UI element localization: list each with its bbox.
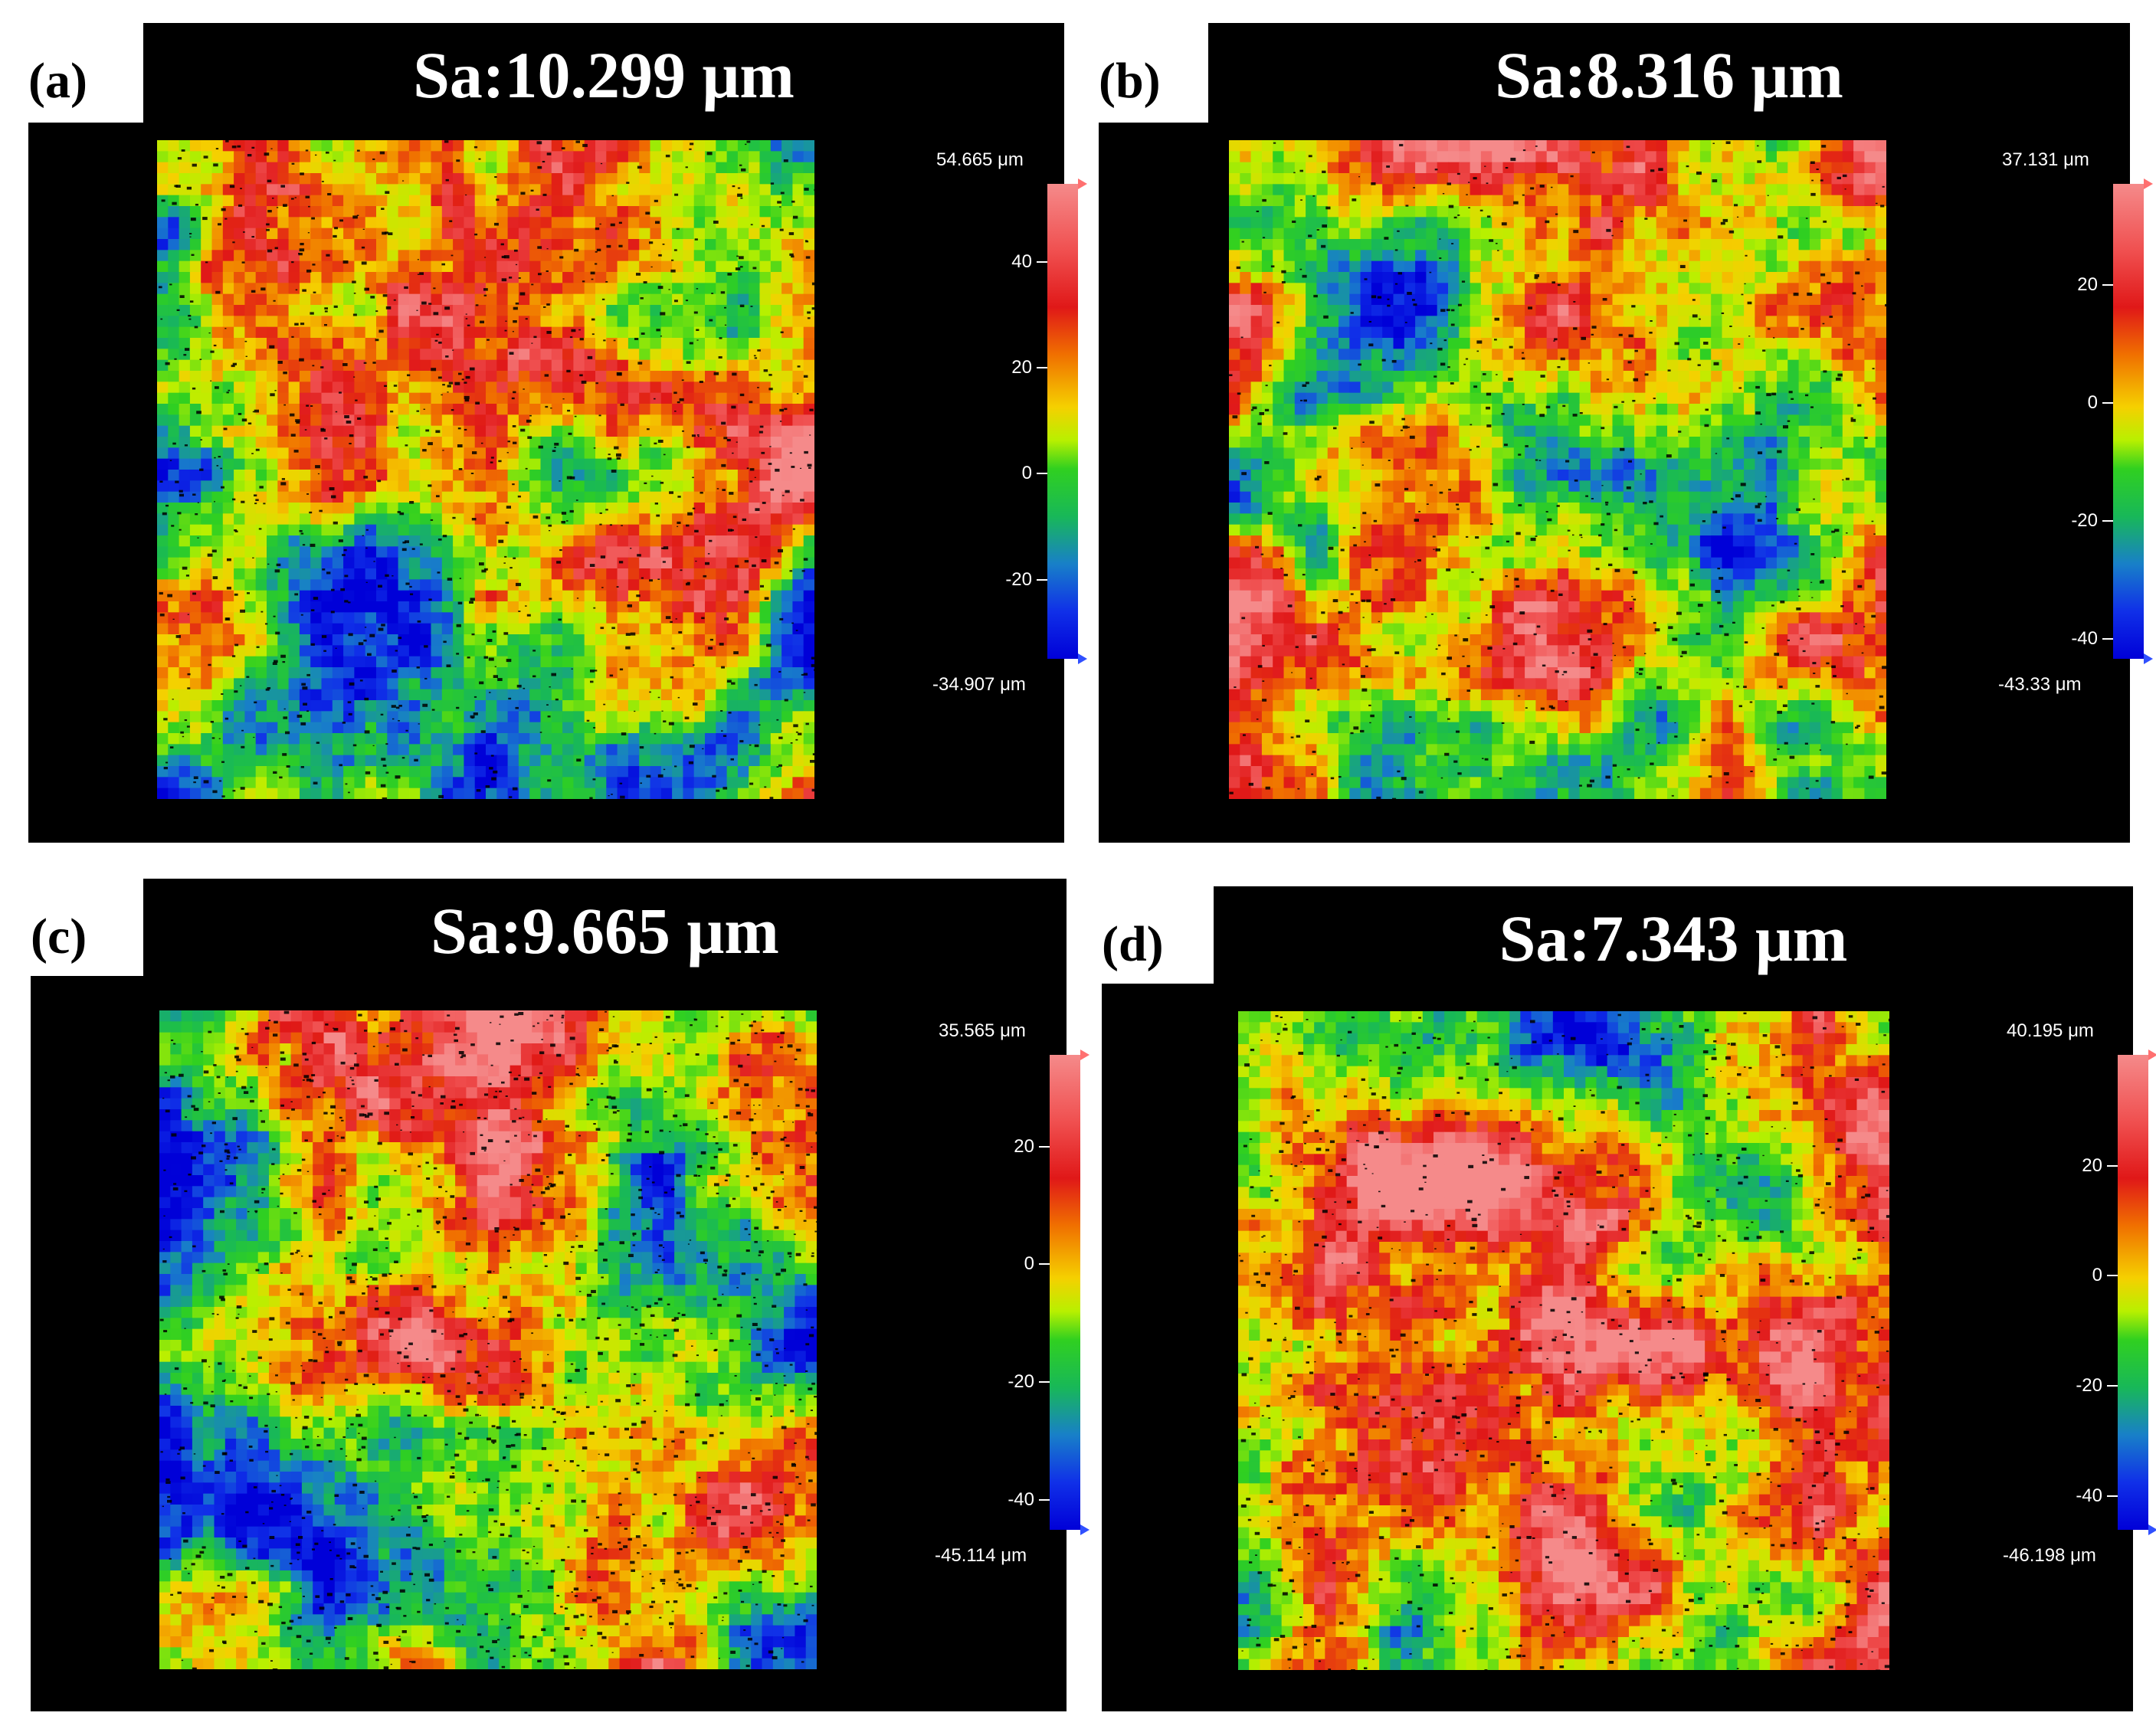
scale-min-label: -34.907 μm bbox=[932, 674, 1026, 695]
colorbar-bottom-arrow-icon bbox=[2144, 653, 2153, 664]
roughness-title: Sa:9.665 μm bbox=[431, 894, 779, 968]
colorbar-tick-label: -20 bbox=[2071, 510, 2098, 532]
colorbar-tick-label: -40 bbox=[2071, 628, 2098, 650]
colorbar-tick-label: 40 bbox=[1011, 251, 1032, 272]
scale-max-label: 37.131 μm bbox=[2002, 149, 2089, 170]
colorbar bbox=[2113, 184, 2144, 659]
colorbar-tick-label: -40 bbox=[1008, 1488, 1034, 1510]
colorbar-tick-label: 20 bbox=[2077, 274, 2098, 295]
colorbar-tick-mark bbox=[1039, 1381, 1050, 1383]
colorbar-tick-label: 20 bbox=[1011, 356, 1032, 378]
title-tab bbox=[1208, 23, 2130, 124]
colorbar-tick-label: 0 bbox=[2092, 1265, 2102, 1286]
panel-a: (a) Sa:10.299 μm 54.665 μm 40 20 0 -20 -34.… bbox=[28, 23, 1087, 843]
colorbar-tick-label: 0 bbox=[1024, 1253, 1034, 1275]
panel-letter: (b) bbox=[1099, 53, 1161, 109]
colorbar-tick-mark bbox=[1039, 1263, 1050, 1266]
title-tab bbox=[1214, 886, 2133, 985]
colorbar-tick-label: -40 bbox=[2076, 1485, 2102, 1506]
colorbar-tick-mark bbox=[1039, 1498, 1050, 1501]
colorbar-tick-mark bbox=[2102, 284, 2113, 286]
height-map-image bbox=[1229, 140, 1886, 799]
colorbar-top-arrow-icon bbox=[2148, 1050, 2156, 1060]
scale-max-label: 40.195 μm bbox=[2007, 1020, 2094, 1041]
scale-max-label: 35.565 μm bbox=[939, 1020, 1026, 1041]
panel-b: (b) Sa:8.316 μm 37.131 μm 20 0 -20 -40 -43.… bbox=[1099, 23, 2153, 843]
scale-min-label: -45.114 μm bbox=[935, 1545, 1027, 1566]
roughness-title: Sa:10.299 μm bbox=[413, 38, 795, 112]
colorbar-tick-mark bbox=[2107, 1495, 2118, 1497]
colorbar-tick-mark bbox=[1037, 578, 1047, 581]
colorbar-tick-mark bbox=[2102, 638, 2113, 640]
colorbar bbox=[2118, 1055, 2148, 1530]
colorbar-tick-label: -20 bbox=[2076, 1374, 2102, 1396]
roughness-title: Sa:8.316 μm bbox=[1495, 38, 1843, 112]
colorbar-tick-mark bbox=[1037, 366, 1047, 368]
height-map-image bbox=[1238, 1011, 1889, 1670]
panel-d: (d) Sa:7.343 μm 40.195 μm 20 0 -20 -40 -46.… bbox=[1102, 886, 2156, 1711]
colorbar-tick-mark bbox=[1037, 260, 1047, 263]
colorbar-tick-mark bbox=[1037, 473, 1047, 475]
height-map-image bbox=[159, 1010, 817, 1669]
scale-max-label: 54.665 μm bbox=[936, 149, 1024, 170]
colorbar-bottom-arrow-icon bbox=[1080, 1524, 1089, 1535]
colorbar-tick-label: 20 bbox=[2082, 1154, 2102, 1176]
colorbar-tick-label: -20 bbox=[1005, 568, 1032, 590]
colorbar-tick-mark bbox=[2107, 1384, 2118, 1387]
scale-min-label: -46.198 μm bbox=[2003, 1545, 2096, 1566]
title-tab bbox=[143, 879, 1067, 977]
panel-letter: (c) bbox=[31, 909, 87, 964]
colorbar-tick-label: 0 bbox=[1021, 463, 1032, 484]
colorbar-bottom-arrow-icon bbox=[2148, 1524, 2156, 1535]
colorbar-tick-mark bbox=[1039, 1145, 1050, 1148]
panel-c: (c) Sa:9.665 μm 35.565 μm 20 0 -20 -40 -45.… bbox=[31, 879, 1089, 1711]
colorbar-tick-mark bbox=[2107, 1275, 2118, 1277]
colorbar-top-arrow-icon bbox=[2144, 178, 2153, 189]
colorbar-top-arrow-icon bbox=[1078, 178, 1087, 189]
colorbar-bottom-arrow-icon bbox=[1078, 653, 1087, 664]
colorbar-tick-mark bbox=[2102, 402, 2113, 404]
colorbar-tick-label: 20 bbox=[1014, 1135, 1034, 1157]
height-map-image bbox=[157, 140, 814, 799]
colorbar-tick-label: -20 bbox=[1008, 1371, 1034, 1392]
colorbar bbox=[1050, 1055, 1080, 1530]
colorbar-top-arrow-icon bbox=[1080, 1050, 1089, 1060]
title-tab bbox=[143, 23, 1064, 124]
colorbar-tick-label: 0 bbox=[2087, 392, 2098, 414]
colorbar-tick-mark bbox=[2107, 1164, 2118, 1167]
roughness-title: Sa:7.343 μm bbox=[1499, 902, 1848, 975]
panel-letter: (a) bbox=[28, 53, 87, 109]
colorbar-tick-mark bbox=[2102, 520, 2113, 522]
scale-min-label: -43.33 μm bbox=[1998, 674, 2082, 695]
colorbar bbox=[1047, 184, 1078, 659]
panel-letter: (d) bbox=[1102, 916, 1164, 972]
